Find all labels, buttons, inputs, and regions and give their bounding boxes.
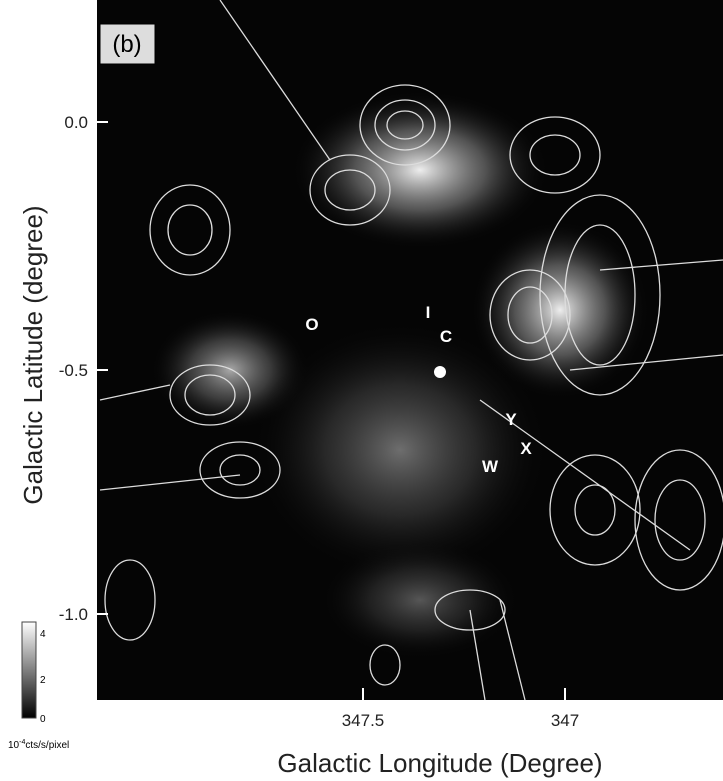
region-label: Y	[505, 410, 517, 429]
colorbar-tick-label: 2	[40, 675, 46, 686]
colorbar-tick-label: 0	[40, 714, 46, 725]
y-tick-label: -0.5	[59, 361, 88, 380]
colorbar-tick-label: 4	[40, 629, 46, 640]
y-tick-label: -1.0	[59, 605, 88, 624]
region-label: X	[520, 439, 532, 458]
panel-label: (b)	[112, 31, 141, 58]
unit-base: 10	[8, 740, 20, 751]
region-label: O	[305, 315, 318, 334]
colorbar	[22, 622, 36, 718]
x-axis-title: Galactic Longitude (Degree)	[277, 748, 602, 778]
region-label: I	[426, 303, 431, 322]
figure: (b) O I C Y X W 0.0 -0.5 -1.0 347.5 347 …	[0, 0, 723, 781]
colorbar-unit: 10-4cts/s/pixel	[8, 739, 69, 751]
region-label: W	[482, 457, 499, 476]
y-axis-title: Galactic Latitude (degree)	[18, 205, 48, 504]
x-tick-label: 347	[551, 711, 579, 730]
y-tick-label: 0.0	[64, 113, 88, 132]
unit-rest: cts/s/pixel	[25, 740, 69, 751]
region-label: C	[440, 327, 452, 346]
x-tick-label: 347.5	[342, 711, 385, 730]
